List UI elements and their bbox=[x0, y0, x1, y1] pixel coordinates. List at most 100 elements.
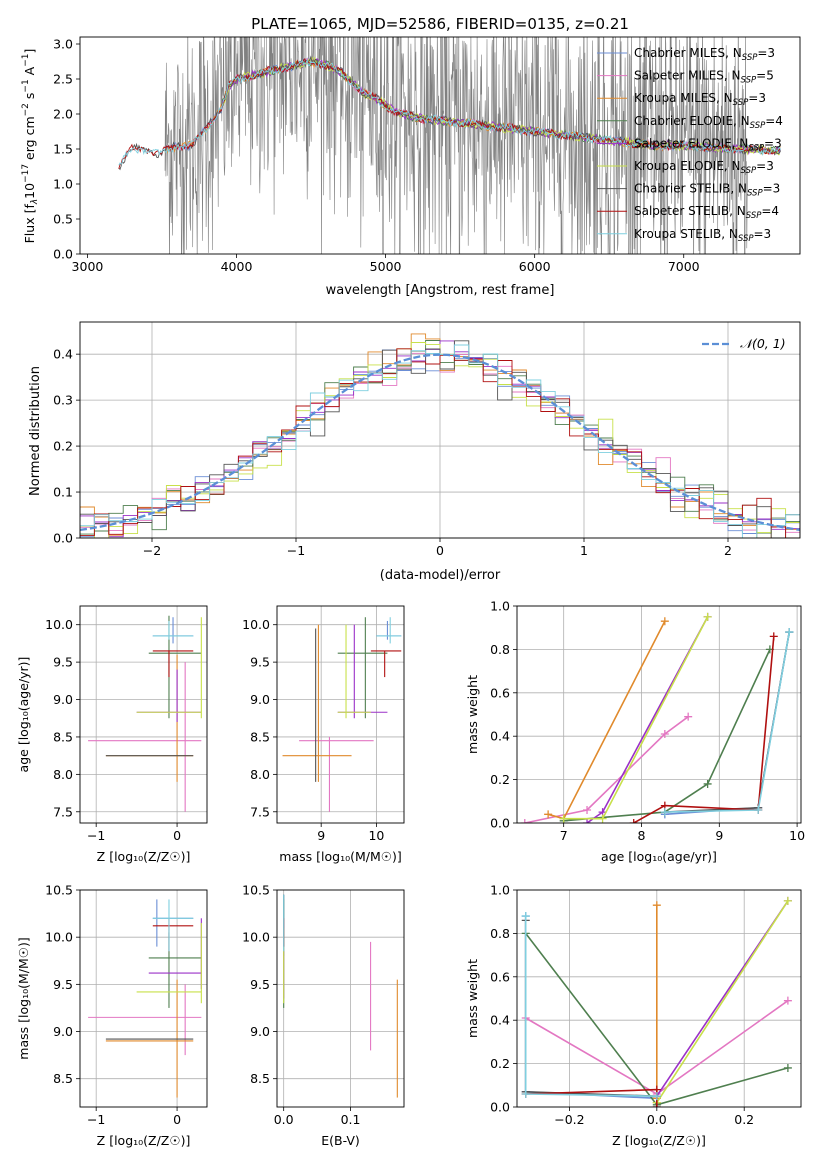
legend-label-n: =4 bbox=[765, 114, 783, 128]
legend-label-sub: SSP bbox=[750, 121, 766, 131]
x-tick-label: −1 bbox=[87, 1112, 105, 1127]
weight-line-8 bbox=[524, 916, 657, 1097]
legend-label: Chabrier ELODIE, NSSP=4 bbox=[634, 114, 783, 131]
y-tick-label: 0.8 bbox=[490, 926, 510, 941]
legend-label-main: Salpeter STELIB, N bbox=[634, 204, 746, 218]
y-tick-label: 8.5 bbox=[53, 729, 73, 744]
grid-lines bbox=[80, 606, 207, 823]
weight-marker bbox=[521, 1089, 530, 1098]
legend-label-sub: SSP bbox=[741, 166, 757, 176]
y-tick-label: 8.0 bbox=[53, 767, 73, 782]
weight-marker bbox=[785, 628, 794, 637]
y-tick-label: 10.0 bbox=[45, 930, 73, 945]
legend-label: Kroupa ELODIE, NSSP=3 bbox=[634, 159, 774, 176]
y-tick-label: 0.0 bbox=[53, 531, 73, 546]
residuals-x-label: (data-model)/error bbox=[380, 568, 501, 583]
error-bar bbox=[152, 918, 194, 952]
x-tick-label: 4000 bbox=[221, 259, 253, 274]
y-tick-label: 8.5 bbox=[53, 1071, 73, 1086]
model-spectra bbox=[118, 55, 782, 171]
flux-label-part5: A bbox=[22, 66, 37, 79]
spectrum-x-label: wavelength [Angstrom, rest frame] bbox=[326, 283, 555, 298]
y-axis-label: age [log₁₀(age/yr)] bbox=[16, 657, 31, 773]
weight-marker bbox=[703, 779, 712, 788]
y-tick-label: 1.5 bbox=[53, 142, 73, 157]
y-tick-label: 7.5 bbox=[53, 804, 73, 819]
error-bars bbox=[88, 615, 202, 812]
legend-label: Chabrier MILES, NSSP=3 bbox=[634, 46, 775, 63]
weight-line-8 bbox=[664, 631, 791, 813]
y-tick-label: 9.0 bbox=[250, 1024, 270, 1039]
error-bar bbox=[152, 899, 194, 947]
weight-marker bbox=[544, 810, 553, 819]
axis-ticks: −1 0 7.5 8.0 8.5 9.0 9.5 10.0 bbox=[45, 617, 181, 843]
legend-label-n: =3 bbox=[756, 159, 774, 173]
weight-line-6 bbox=[524, 920, 657, 1097]
grid-lines bbox=[517, 889, 801, 1108]
x-tick-label: 0.2 bbox=[734, 1112, 754, 1127]
error-bar bbox=[282, 624, 352, 782]
legend-label-n: =3 bbox=[763, 182, 781, 196]
z-weight-panel: −0.2 0.0 0.2 0.0 0.2 0.4 0.6 0.8 1.0 Z [log₁₀(Z/Z… bbox=[465, 883, 802, 1148]
axes-frame bbox=[79, 321, 801, 539]
y-tick-label: 0.2 bbox=[490, 1056, 510, 1071]
y-axis-label: mass weight bbox=[465, 959, 480, 1038]
y-tick-label: 9.5 bbox=[250, 977, 270, 992]
legend-label-n: =3 bbox=[754, 227, 772, 241]
ebv-mass-panel: 0.0 0.1 8.5 9.0 9.5 10.0 10.5 E(B-V) bbox=[242, 883, 405, 1148]
legend-label-n: =3 bbox=[764, 136, 782, 150]
y-tick-label: 0.0 bbox=[53, 247, 73, 262]
axis-ticks: −2 −1 0 1 2 0.0 0.1 0.2 0.3 0.4 bbox=[53, 347, 732, 558]
legend-label: 𝒩(0, 1) bbox=[740, 336, 786, 351]
histogram-6 bbox=[80, 340, 800, 538]
grid-lines bbox=[277, 606, 404, 823]
histogram-8 bbox=[80, 344, 800, 538]
weight-line-5 bbox=[656, 900, 789, 1104]
y-tick-label: 9.0 bbox=[53, 1024, 73, 1039]
observed-flux-line bbox=[164, 37, 748, 254]
weight-marker bbox=[520, 819, 529, 823]
weight-marker bbox=[559, 814, 568, 823]
y-tick-label: 1.0 bbox=[490, 883, 510, 898]
legend-label: Kroupa MILES, NSSP=3 bbox=[634, 91, 766, 108]
residuals-plot-area: −2 −1 0 1 2 0.0 0.1 0.2 0.3 0.4 𝒩(0, 1) bbox=[53, 321, 801, 558]
flux-label-part6: ] bbox=[22, 49, 37, 54]
age-weight-panel: 7 8 9 10 0.0 0.2 0.4 0.6 0.8 1.0 age [log₁₀(age/yr… bbox=[465, 599, 805, 865]
flux-label-exp4: −1 bbox=[21, 54, 31, 67]
error-bars bbox=[88, 899, 202, 1098]
x-tick-label: 3000 bbox=[72, 259, 104, 274]
legend-label-sub: SSP bbox=[747, 189, 763, 199]
grid-lines bbox=[277, 889, 404, 1107]
y-tick-label: 9.5 bbox=[53, 655, 73, 670]
y-tick-label: 2.5 bbox=[53, 72, 73, 87]
axes-frame bbox=[79, 36, 801, 255]
y-tick-label: 0.4 bbox=[490, 1013, 510, 1028]
legend-label-main: Kroupa ELODIE, N bbox=[634, 159, 741, 173]
flux-label-exp1: −17 bbox=[21, 164, 31, 183]
legend-label-sub: SSP bbox=[733, 98, 749, 108]
weight-marker bbox=[783, 896, 792, 905]
legend-label: Salpeter MILES, NSSP=5 bbox=[634, 69, 774, 86]
y-axis-label: mass weight bbox=[465, 675, 480, 754]
z-age-panel: −1 0 7.5 8.0 8.5 9.0 9.5 10.0 Z [log₁₀(Z/Z☉)] age… bbox=[16, 605, 208, 864]
error-bar bbox=[299, 736, 374, 812]
residuals-y-label: Normed distribution bbox=[28, 366, 43, 496]
y-tick-label: 0.5 bbox=[53, 212, 73, 227]
legend-label-sub: SSP bbox=[738, 234, 754, 244]
legend-label-main: Salpeter MILES, N bbox=[634, 69, 741, 83]
error-bar bbox=[337, 624, 388, 719]
flux-label-part: Flux [f bbox=[22, 204, 37, 244]
y-tick-label: 9.5 bbox=[53, 977, 73, 992]
error-bar bbox=[148, 615, 202, 719]
y-tick-label: 0.1 bbox=[53, 485, 73, 500]
y-tick-label: 0.0 bbox=[490, 816, 510, 831]
error-bar bbox=[88, 984, 202, 1056]
weight-marker bbox=[769, 632, 778, 641]
weight-marker bbox=[783, 1063, 792, 1072]
y-tick-label: 0.2 bbox=[53, 439, 73, 454]
weight-lines bbox=[521, 896, 792, 1107]
legend-label-main: Kroupa MILES, N bbox=[634, 91, 733, 105]
error-bars bbox=[282, 617, 402, 812]
spectrum-panel: PLATE=1065, MJD=52586, FIBERID=0135, z=0… bbox=[21, 15, 801, 298]
legend-label-n: =5 bbox=[756, 69, 774, 83]
